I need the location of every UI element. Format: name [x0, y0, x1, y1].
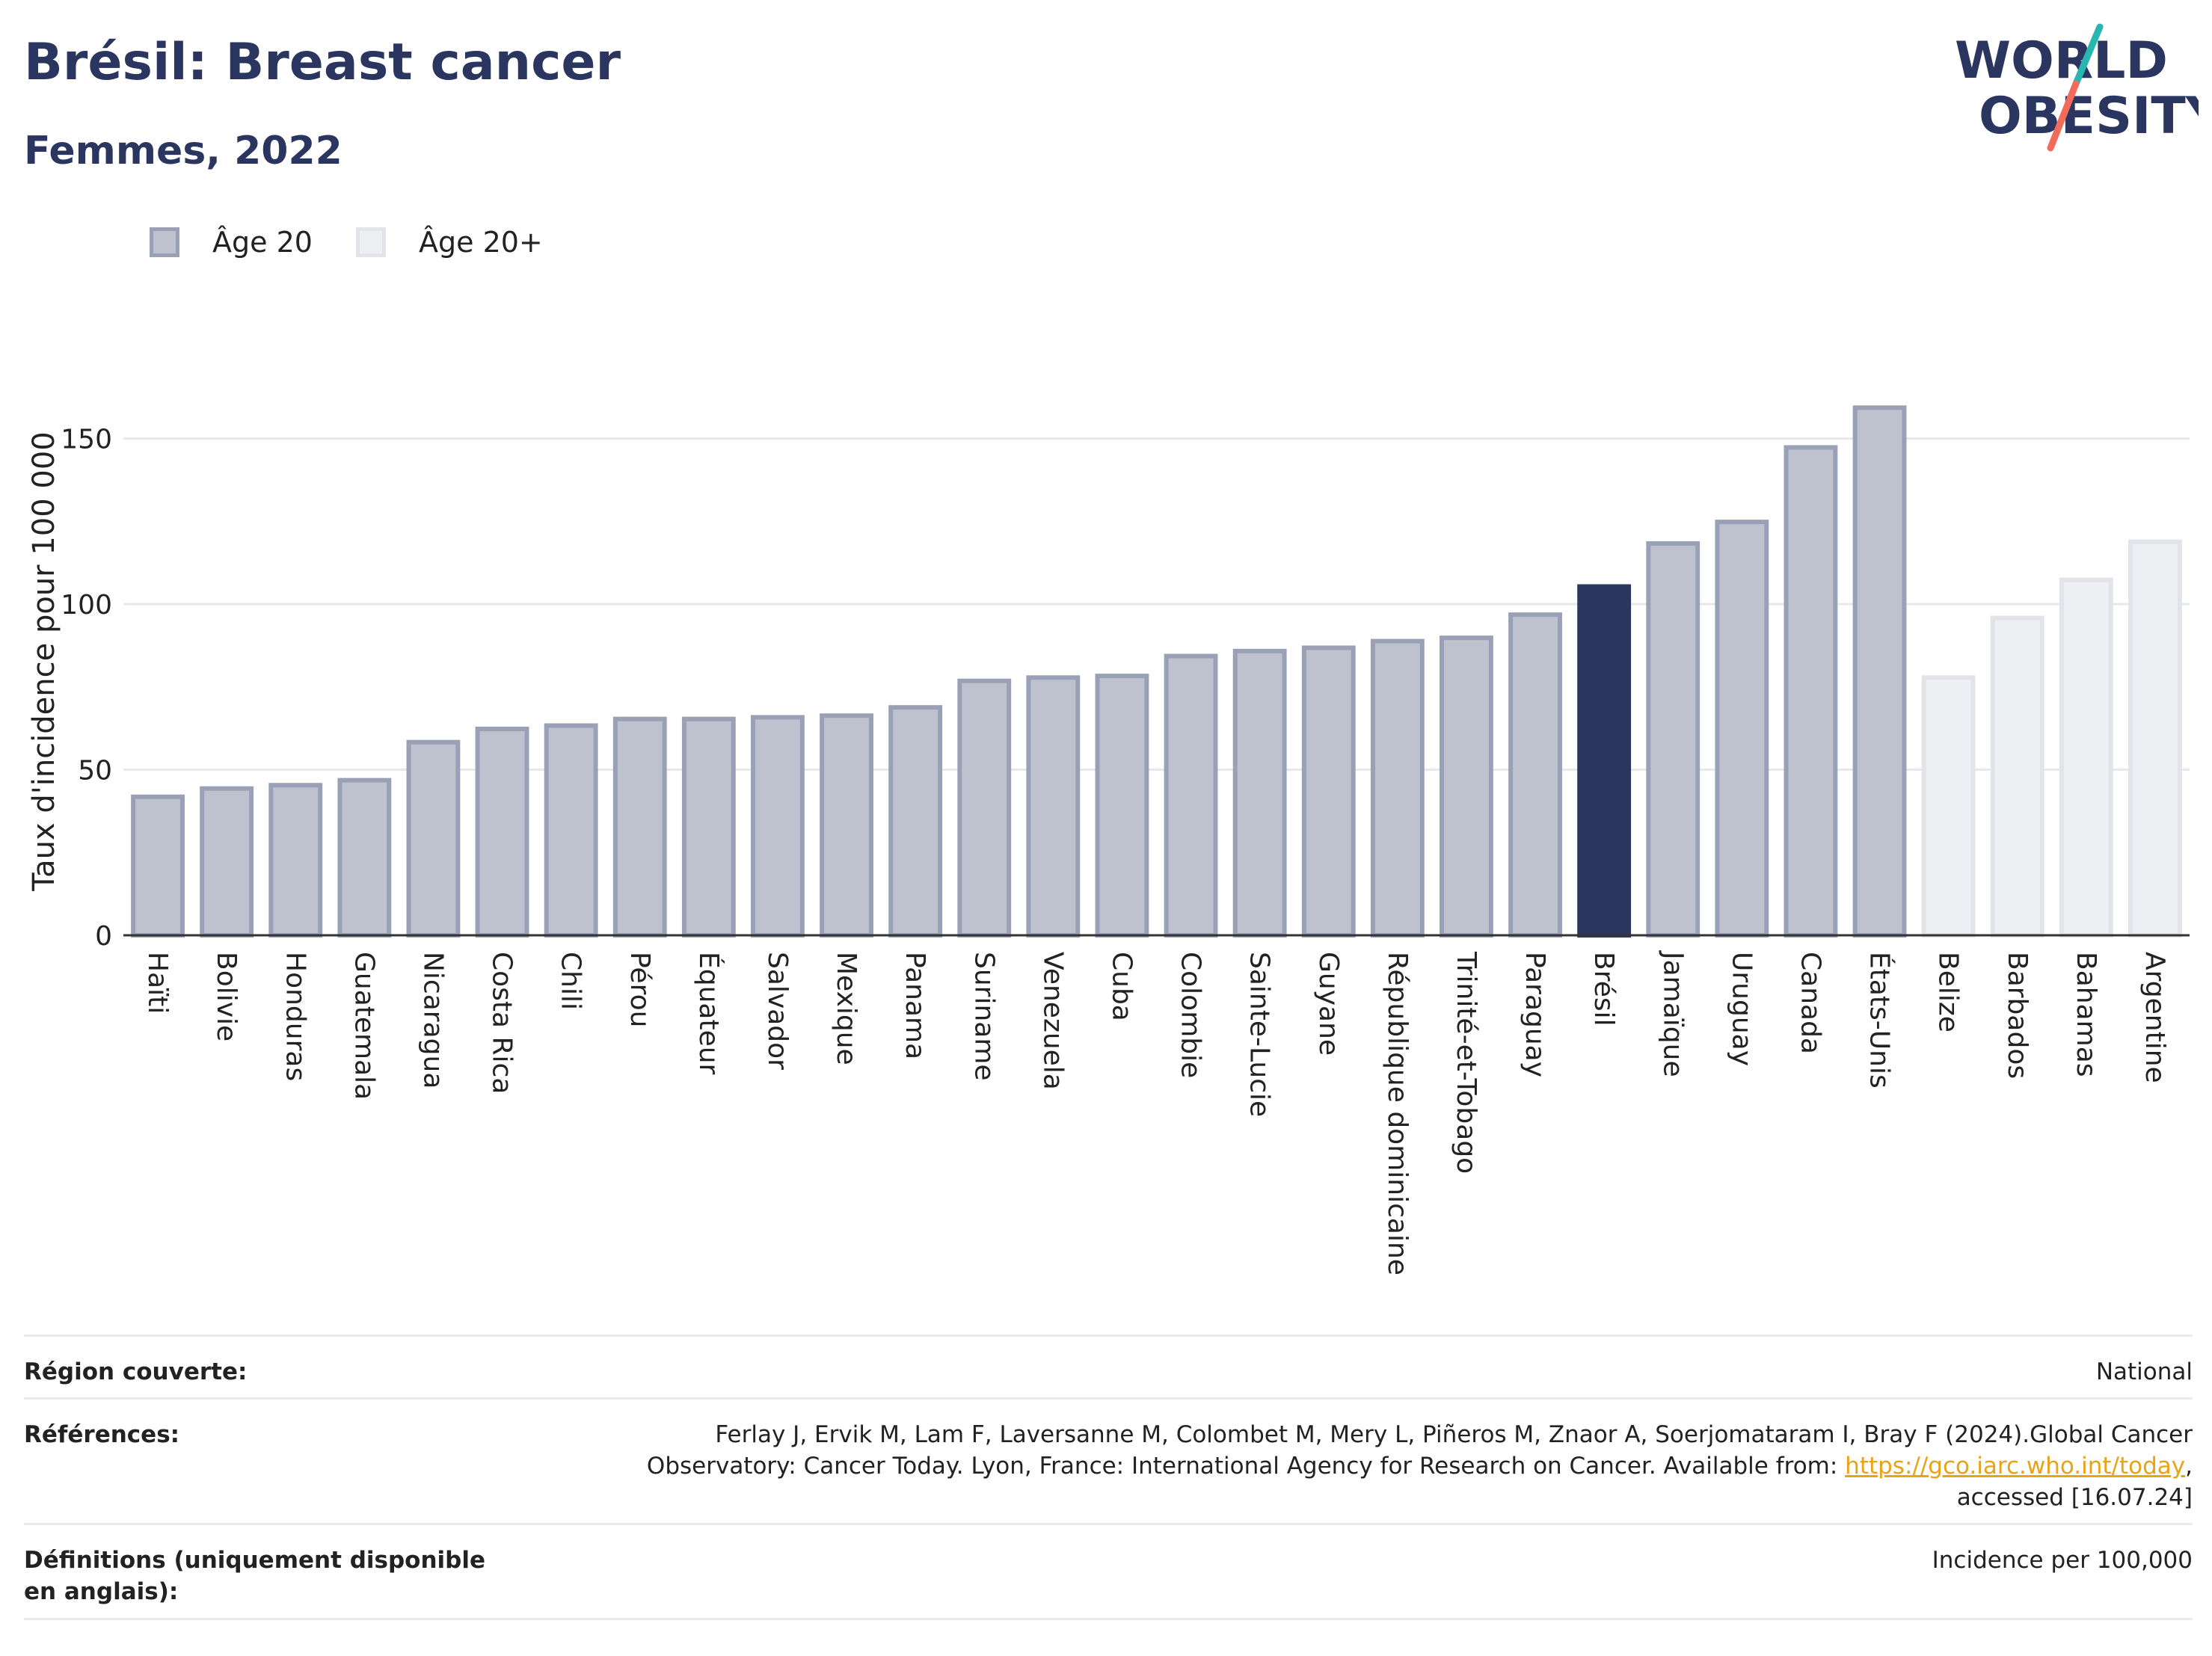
x-tick-label: Suriname	[968, 952, 999, 1081]
x-tick-label: Sainte-Lucie	[1244, 952, 1275, 1117]
bar-Honduras	[268, 783, 323, 938]
x-tick-label: Bahamas	[2071, 952, 2101, 1077]
legend-label-age20plus: Âge 20+	[419, 226, 543, 259]
logo-slash-teal	[2072, 23, 2104, 87]
bar-Canada	[1784, 445, 1838, 938]
bar-Nicaragua	[406, 739, 461, 938]
info-value-definitions: Incidence per 100,000	[1932, 1547, 2193, 1574]
x-tick-label: Salvador	[762, 952, 793, 1070]
bar-Bahamas	[2059, 577, 2113, 938]
x-tick-label: Mexique	[831, 952, 861, 1065]
x-tick-label: Cuba	[1106, 952, 1137, 1021]
y-tick-label: 100	[61, 590, 112, 621]
y-axis-title: Taux d'incidence pour 100 000	[27, 431, 61, 891]
x-tick-label: Venezuela	[1037, 952, 1068, 1090]
y-tick-label: 50	[78, 756, 112, 787]
x-tick-label: Honduras	[280, 952, 310, 1081]
world-obesity-logo: WORLD OBESITY	[1955, 23, 2199, 152]
bar-Argentine	[2128, 539, 2182, 938]
bar-Cuba	[1095, 674, 1149, 938]
y-tick-label: 150	[61, 425, 112, 455]
info-value-references: Ferlay J, Ervik M, Lam F, Laversanne M, …	[622, 1400, 2193, 1523]
x-tick-label: Paraguay	[1520, 952, 1550, 1077]
info-table: Région couverte: National Références: Fe…	[24, 1335, 2193, 1620]
bar-Trinité-et-Tobago	[1440, 635, 1493, 938]
x-tick-label: République dominicaine	[1382, 952, 1413, 1275]
x-tick-label: Panama	[900, 952, 930, 1059]
bar-Bolivie	[200, 786, 254, 938]
bar-Colombie	[1164, 653, 1218, 938]
bar-Panama	[888, 705, 943, 938]
bar-Chili	[544, 723, 598, 938]
y-tick-label: 0	[95, 921, 112, 952]
bar-Barbados	[1990, 615, 2044, 938]
reference-link[interactable]: https://gco.iarc.who.int/today	[1845, 1453, 2186, 1480]
x-tick-label: Canada	[1795, 952, 1825, 1054]
x-tick-label: Pérou	[624, 952, 655, 1027]
legend-item-age20plus[interactable]: Âge 20+	[356, 220, 543, 265]
bar-Sainte-Lucie	[1232, 648, 1287, 938]
bar-Costa Rica	[475, 726, 529, 938]
grid-layer	[123, 437, 2190, 772]
logo-line1: WORLD	[1955, 31, 2168, 90]
x-tick-label: Barbados	[2002, 952, 2033, 1079]
reference-accessed: , accessed [16.07.24]	[1956, 1453, 2193, 1511]
bar-Suriname	[957, 678, 1012, 938]
legend-swatch-age20plus	[356, 227, 386, 257]
x-tick-label: Guyane	[1313, 952, 1344, 1056]
info-key-references: Références:	[24, 1421, 180, 1448]
logo-line2: OBESITY	[1979, 87, 2199, 146]
bar-Pérou	[612, 716, 667, 938]
x-tick-label: Nicaragua	[417, 952, 448, 1089]
x-tick-label: Trinité-et-Tobago	[1451, 951, 1481, 1174]
bar-Guatemala	[337, 778, 392, 938]
bar-Salvador	[751, 715, 805, 938]
bar-Uruguay	[1715, 520, 1769, 938]
x-tick-label: États-Unis	[1864, 952, 1896, 1089]
legend-swatch-age20	[150, 227, 179, 257]
bar-République dominicaine	[1370, 638, 1425, 938]
bar-Équateur	[681, 716, 736, 938]
info-row-region: Région couverte: National	[24, 1335, 2193, 1397]
page-subtitle: Femmes, 2022	[24, 129, 342, 173]
info-value-region: National	[2095, 1358, 2193, 1385]
bar-États-Unis	[1852, 405, 1907, 938]
info-key-definitions: Définitions (uniquement disponible en an…	[24, 1547, 486, 1605]
info-key-region: Région couverte:	[24, 1358, 248, 1385]
x-tick-label: Belize	[1933, 952, 1964, 1032]
logo-slash-coral	[2047, 80, 2080, 152]
legend-label-age20: Âge 20	[212, 226, 313, 259]
info-row-definitions: Définitions (uniquement disponible en an…	[24, 1523, 2193, 1620]
bar-Mexique	[820, 713, 873, 938]
x-tick-label: Colombie	[1176, 952, 1206, 1078]
x-tick-label: Guatemala	[348, 952, 379, 1100]
bar-Guyane	[1301, 645, 1356, 938]
info-row-references: Références: Ferlay J, Ervik M, Lam F, La…	[24, 1397, 2193, 1523]
bar-Paraguay	[1508, 612, 1562, 938]
x-tick-label: Bolivie	[211, 952, 242, 1041]
x-tick-label: Chili	[556, 952, 586, 1010]
x-tick-label: Argentine	[2139, 952, 2170, 1083]
bar-Venezuela	[1026, 675, 1081, 938]
page-title: Brésil: Breast cancer	[24, 33, 621, 92]
x-tick-label: Uruguay	[1726, 952, 1757, 1066]
x-tick-label: Costa Rica	[487, 952, 517, 1094]
bar-Haïti	[131, 794, 185, 938]
x-tick-label: Équateur	[693, 952, 725, 1075]
x-tick-label: Haïti	[142, 952, 173, 1014]
bar-Belize	[1921, 675, 1976, 938]
bar-Jamaïque	[1646, 541, 1701, 938]
bar-layer	[131, 405, 2182, 938]
legend-item-age20[interactable]: Âge 20	[150, 220, 313, 265]
x-tick-label: Brésil	[1588, 952, 1619, 1026]
reference-text: Ferlay J, Ervik M, Lam F, Laversanne M, …	[646, 1421, 2193, 1480]
bar-Brésil	[1577, 584, 1632, 938]
x-tick-label: Jamaïque	[1657, 950, 1688, 1077]
